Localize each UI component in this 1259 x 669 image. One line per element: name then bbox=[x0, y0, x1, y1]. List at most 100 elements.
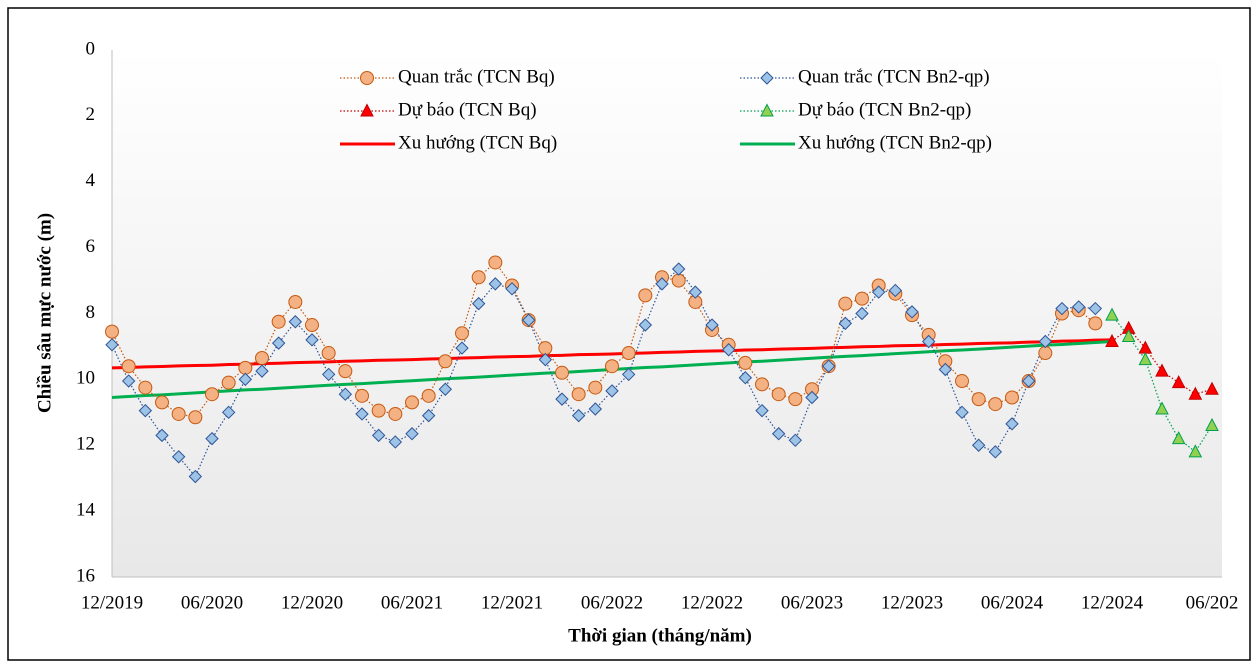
y-tick-label: 0 bbox=[86, 38, 96, 59]
marker bbox=[405, 427, 419, 441]
x-tick-label: 12/2019 bbox=[81, 592, 143, 613]
marker bbox=[738, 355, 753, 370]
marker bbox=[621, 346, 636, 361]
marker bbox=[938, 362, 953, 377]
marker bbox=[638, 288, 653, 303]
marker bbox=[471, 270, 486, 285]
marker bbox=[988, 445, 1003, 459]
marker bbox=[355, 388, 369, 403]
marker bbox=[1038, 334, 1053, 349]
marker bbox=[138, 380, 153, 395]
marker bbox=[905, 305, 919, 319]
marker bbox=[1121, 328, 1136, 343]
marker bbox=[155, 428, 169, 443]
marker bbox=[271, 336, 286, 350]
marker bbox=[788, 392, 803, 407]
marker bbox=[1138, 352, 1153, 366]
marker bbox=[288, 315, 303, 329]
x-tick-label: 12/2022 bbox=[681, 592, 743, 613]
marker bbox=[1188, 444, 1203, 458]
marker bbox=[1071, 300, 1086, 314]
marker bbox=[171, 406, 186, 421]
marker bbox=[121, 359, 136, 374]
marker bbox=[471, 296, 486, 311]
plot-area bbox=[112, 50, 1222, 577]
marker bbox=[555, 392, 569, 406]
marker bbox=[760, 103, 774, 117]
marker bbox=[788, 433, 803, 448]
marker bbox=[671, 273, 686, 288]
marker bbox=[371, 403, 386, 418]
marker bbox=[655, 277, 669, 291]
marker bbox=[455, 341, 469, 355]
marker bbox=[488, 255, 503, 270]
marker bbox=[621, 367, 636, 382]
marker bbox=[605, 359, 619, 374]
marker bbox=[971, 438, 986, 452]
marker bbox=[571, 408, 586, 423]
x-tick-label: 06/2022 bbox=[581, 592, 643, 613]
marker bbox=[355, 407, 369, 421]
marker bbox=[338, 387, 353, 401]
marker bbox=[755, 403, 769, 418]
x-tick-label: 12/2021 bbox=[481, 592, 543, 613]
marker bbox=[121, 374, 136, 388]
y-tick-label: 2 bbox=[86, 104, 96, 125]
marker bbox=[1088, 316, 1103, 331]
marker bbox=[605, 384, 619, 398]
marker bbox=[338, 364, 353, 379]
marker bbox=[188, 410, 203, 425]
y-tick-label: 8 bbox=[86, 302, 96, 323]
marker bbox=[771, 427, 786, 441]
x-tick-label: 06/2023 bbox=[781, 592, 843, 613]
marker bbox=[638, 318, 653, 332]
marker bbox=[305, 318, 319, 333]
marker bbox=[238, 372, 253, 387]
marker bbox=[588, 380, 603, 395]
marker bbox=[1171, 431, 1186, 445]
y-tick-label: 14 bbox=[76, 499, 96, 520]
marker bbox=[105, 338, 119, 352]
marker bbox=[838, 316, 853, 331]
marker bbox=[221, 405, 236, 420]
marker bbox=[1055, 301, 1069, 316]
marker bbox=[1005, 390, 1019, 405]
marker bbox=[1205, 381, 1219, 395]
marker bbox=[455, 326, 469, 341]
marker bbox=[1021, 374, 1036, 388]
series-line bbox=[111, 268, 1096, 478]
marker bbox=[238, 360, 253, 375]
legend-label: Xu hướng (TCN Bq) bbox=[398, 132, 557, 153]
x-tick-label: 06/2021 bbox=[381, 592, 443, 613]
marker bbox=[1105, 307, 1119, 321]
x-axis-title: Thời gian (tháng/năm) bbox=[568, 625, 752, 646]
marker bbox=[755, 377, 769, 392]
legend-label: Quan trắc (TCN Bq) bbox=[398, 66, 555, 87]
marker bbox=[971, 392, 986, 407]
marker bbox=[571, 387, 586, 402]
legend-label: Dự báo (TCN Bq) bbox=[398, 99, 537, 120]
marker bbox=[360, 71, 374, 85]
legend-label: Quan trắc (TCN Bn2-qp) bbox=[798, 66, 990, 87]
marker bbox=[205, 431, 219, 446]
marker bbox=[871, 285, 886, 299]
marker bbox=[738, 371, 753, 385]
marker bbox=[855, 306, 869, 321]
marker bbox=[388, 406, 403, 421]
marker bbox=[1171, 375, 1186, 389]
marker bbox=[388, 435, 403, 449]
marker bbox=[255, 364, 269, 378]
marker bbox=[488, 277, 503, 291]
marker bbox=[988, 397, 1003, 412]
marker bbox=[855, 291, 869, 306]
series-line bbox=[111, 338, 1113, 370]
legend-label: Xu hướng (TCN Bn2-qp) bbox=[798, 132, 992, 153]
marker bbox=[505, 282, 519, 296]
marker bbox=[405, 395, 419, 410]
marker bbox=[188, 469, 203, 484]
marker bbox=[255, 350, 269, 365]
marker bbox=[1205, 417, 1219, 431]
marker bbox=[305, 333, 319, 347]
marker bbox=[921, 334, 936, 349]
